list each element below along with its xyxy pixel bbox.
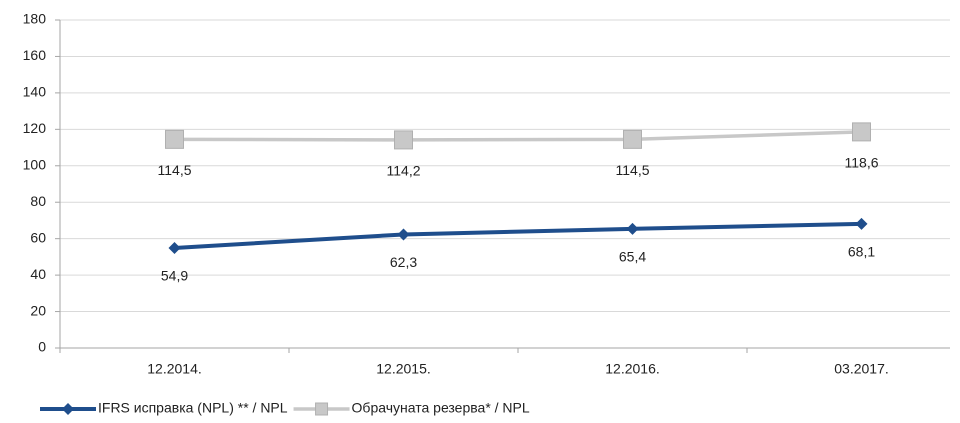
data-label: 68,1 <box>848 244 875 260</box>
data-point <box>855 217 868 230</box>
data-point <box>623 129 642 149</box>
y-tick-label: 100 <box>23 156 47 172</box>
legend-label: IFRS исправка (NPL) ** / NPL <box>98 400 288 416</box>
y-tick-label: 60 <box>30 229 46 245</box>
x-tick-label: 12.2015. <box>376 361 431 377</box>
legend-label: Обрачуната резерва* / NPL <box>352 400 530 416</box>
y-tick-label: 20 <box>30 302 46 318</box>
y-tick-label: 40 <box>30 266 46 282</box>
data-point <box>165 129 184 149</box>
series-line <box>174 221 862 250</box>
data-point <box>852 122 871 142</box>
y-tick-label: 140 <box>23 84 47 100</box>
y-tick-label: 180 <box>23 11 47 27</box>
data-label: 114,2 <box>387 163 421 179</box>
y-tick-label: 160 <box>23 47 47 63</box>
x-tick-label: 12.2016. <box>605 361 660 377</box>
y-tick-label: 120 <box>23 120 47 136</box>
legend-marker <box>62 403 74 415</box>
series-line <box>174 130 862 142</box>
data-label: 114,5 <box>158 162 192 178</box>
data-label: 54,9 <box>161 268 188 284</box>
legend-marker <box>315 402 329 416</box>
data-label: 65,4 <box>619 249 646 265</box>
data-point <box>626 222 639 235</box>
x-tick-label: 12.2014. <box>147 361 202 377</box>
data-label: 62,3 <box>390 254 417 270</box>
data-point <box>394 130 413 150</box>
data-point <box>397 228 410 241</box>
data-point <box>168 241 181 254</box>
x-tick-label: 03.2017. <box>834 361 889 377</box>
y-tick-label: 80 <box>30 193 46 209</box>
data-label: 114,5 <box>616 162 650 178</box>
y-tick-label: 0 <box>38 339 46 355</box>
data-label: 118,6 <box>845 155 879 171</box>
